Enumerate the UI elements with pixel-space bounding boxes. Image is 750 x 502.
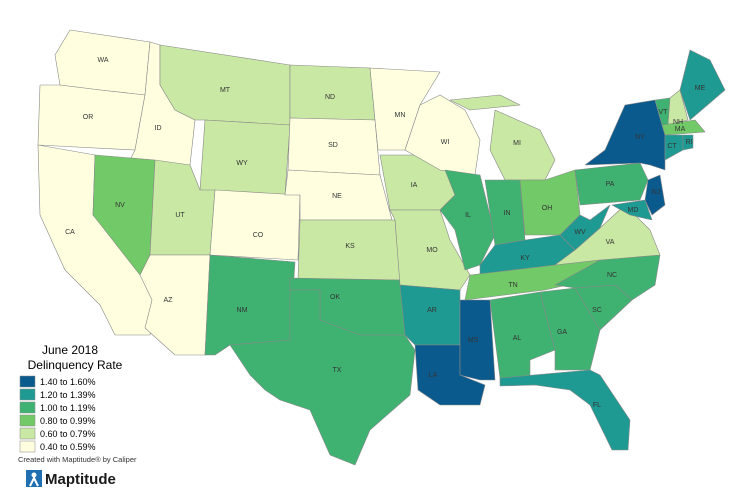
state-label: KY <box>520 255 530 262</box>
state-label: NV <box>115 202 125 209</box>
logo: Maptitude <box>26 470 116 488</box>
state-label: RI <box>686 139 693 146</box>
state-label: NE <box>332 193 342 200</box>
state-label: OH <box>542 205 553 212</box>
legend-label: 0.40 to 0.59% <box>40 442 96 452</box>
legend-title: June 2018 <box>42 343 98 357</box>
state-label: MD <box>628 207 639 214</box>
state <box>584 99 666 171</box>
legend-label: 1.40 to 1.60% <box>40 377 96 387</box>
state-label: MO <box>426 247 438 254</box>
legend-swatch <box>19 401 36 414</box>
state-labels: WA OR CA ID NV MT WY UT AZ CO NM ND SD NE KS OK TX MN IA MO… <box>65 57 705 409</box>
state-label: VA <box>606 239 615 246</box>
state-label: NH <box>673 119 683 126</box>
state <box>389 209 471 291</box>
state-label: IL <box>465 212 471 219</box>
legend-label: 0.80 to 0.99% <box>40 416 96 426</box>
state <box>661 119 706 136</box>
state <box>574 162 649 206</box>
state <box>667 89 689 126</box>
state-label: ME <box>695 85 706 92</box>
state-label: AZ <box>164 297 174 304</box>
state <box>611 199 653 221</box>
state-label: CT <box>667 143 677 150</box>
state <box>297 219 401 281</box>
state-label: MA <box>675 126 686 133</box>
state-label: WA <box>97 57 108 64</box>
state <box>682 134 694 151</box>
logo-icon-body <box>29 475 39 487</box>
state-label: WY <box>236 160 248 167</box>
states <box>37 29 726 466</box>
state-label: NJ <box>652 189 661 196</box>
state-label: OK <box>330 294 340 301</box>
state-label: SC <box>592 307 602 314</box>
state <box>209 189 301 261</box>
state-label: UT <box>175 212 185 219</box>
state-label: MS <box>468 337 479 344</box>
state-label: AR <box>427 307 437 314</box>
state <box>459 299 496 381</box>
state <box>229 289 416 466</box>
state <box>449 94 521 111</box>
state <box>559 204 611 251</box>
state-label: NM <box>237 307 248 314</box>
state <box>554 204 661 266</box>
state-label: MT <box>220 87 231 94</box>
state-label: TX <box>333 367 342 374</box>
state-label: FL <box>593 402 601 409</box>
legend-subtitle: Delinquency Rate <box>28 358 123 372</box>
legend-swatch <box>19 388 36 401</box>
state-label: IA <box>411 182 418 189</box>
legend-swatch <box>19 375 36 388</box>
state-label: NY <box>635 134 645 141</box>
logo-icon-head <box>31 472 37 478</box>
state-label: WI <box>441 139 450 146</box>
state <box>489 109 556 181</box>
state-label: CA <box>65 229 75 236</box>
state <box>404 94 481 176</box>
legend-swatch <box>19 427 36 440</box>
state-label: MI <box>513 140 521 147</box>
state-label: GA <box>557 329 567 336</box>
state <box>439 169 496 271</box>
legend-swatch <box>19 414 36 427</box>
state-label: CO <box>253 232 264 239</box>
state <box>204 254 296 356</box>
state-label: VT <box>659 109 669 116</box>
state-label: IN <box>504 210 511 217</box>
state-label: OR <box>83 114 94 121</box>
state <box>199 119 291 196</box>
legend-label: 0.60 to 0.79% <box>40 429 96 439</box>
state <box>644 174 666 216</box>
state-label: TN <box>508 282 517 289</box>
state <box>289 64 376 121</box>
state-label: LA <box>429 372 438 379</box>
state-label: MN <box>395 112 406 119</box>
credit: Created with Maptitude® by Caliper <box>18 455 137 464</box>
state-label: ID <box>155 125 162 132</box>
state-label: KS <box>345 243 355 250</box>
state-label: PA <box>606 181 615 188</box>
state <box>499 369 631 451</box>
state-label: NC <box>607 272 617 279</box>
state-label: WV <box>574 229 586 236</box>
state <box>679 49 726 121</box>
legend-swatch <box>19 440 36 453</box>
state-label: ND <box>325 94 335 101</box>
logo-text: Maptitude <box>45 471 116 488</box>
state-label: AL <box>513 335 522 342</box>
state <box>399 284 461 346</box>
state <box>139 254 211 356</box>
legend-label: 1.20 to 1.39% <box>40 390 96 400</box>
legend-label: 1.00 to 1.19% <box>40 403 96 413</box>
state-label: SD <box>328 142 338 149</box>
legend: 1.40 to 1.60% 1.20 to 1.39% 1.00 to 1.19% 0… <box>19 375 96 453</box>
